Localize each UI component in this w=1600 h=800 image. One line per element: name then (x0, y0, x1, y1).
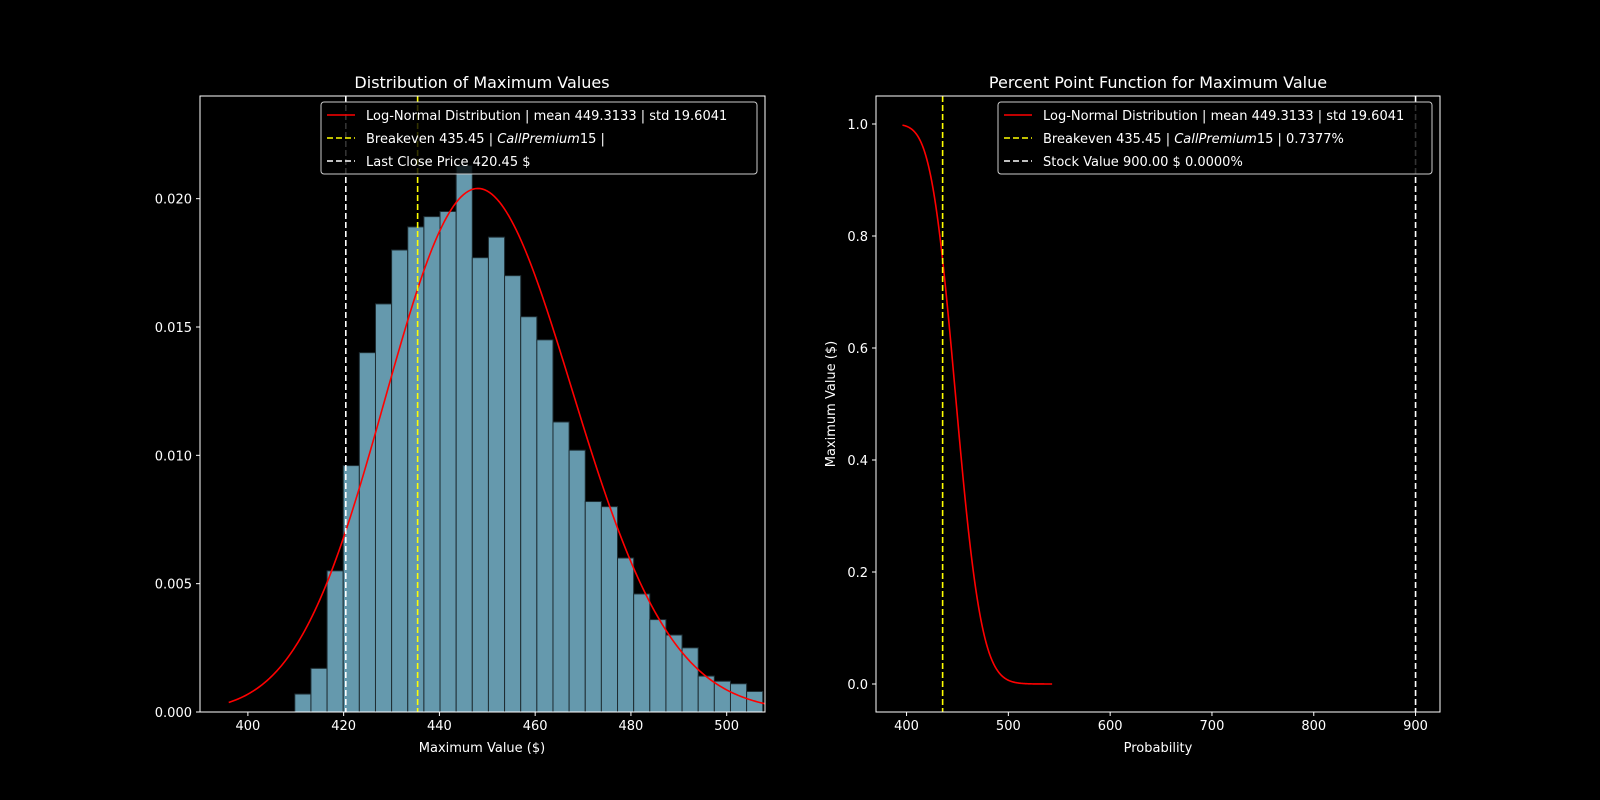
histogram-x-tick-label: 460 (523, 719, 548, 734)
ppf-x-ticks: 400 500 600 700 800 900 (894, 712, 1428, 734)
histogram-bar (520, 316, 538, 712)
histogram-bar (665, 634, 683, 712)
ppf-y-tick-label: 0.0 (847, 678, 868, 693)
histogram-bar (487, 236, 506, 712)
histogram-axes-frame (199, 95, 766, 713)
histogram-y-tick-label: 0.005 (155, 578, 192, 593)
ppf-lines (902, 96, 1417, 712)
histogram-x-tick-label: 440 (427, 719, 452, 734)
histogram-bar (326, 570, 344, 712)
ppf-legend-stock-value-label: Stock Value 900.00 $ 0.0000% (1043, 155, 1243, 170)
histogram-x-tick-label: 420 (331, 719, 356, 734)
histogram-bar (681, 647, 699, 712)
ppf-y-tick-label: 0.6 (847, 342, 868, 357)
histogram-bar (310, 667, 328, 712)
histogram-legend-box (320, 101, 758, 175)
histogram-legend-last-close-label: Last Close Price 420.45 $ (366, 155, 531, 170)
histogram-panel: 400 420 440 460 480 500 0.0000.0050.0100.0150… (155, 73, 766, 756)
ppf-legend: Log-Normal Distribution | mean 449.3133 … (997, 101, 1433, 175)
histogram-bar (600, 506, 619, 712)
ppf-legend-curve-label: Log-Normal Distribution | mean 449.3133 … (1043, 109, 1404, 124)
ppf-y-axis-label: Maximum Value ($) (824, 341, 839, 467)
ppf-x-tick-label: 800 (1301, 719, 1326, 734)
histogram-y-tick-label: 0.015 (155, 321, 192, 336)
histogram-x-tick-label: 400 (235, 719, 260, 734)
histogram-bar (471, 257, 489, 712)
histogram-bar (358, 352, 376, 712)
histogram-bar (568, 449, 586, 712)
histogram-x-tick-label: 500 (714, 719, 739, 734)
ppf-title: Percent Point Function for Maximum Value (989, 73, 1327, 92)
histogram-legend-pdf-label: Log-Normal Distribution | mean 449.3133 … (366, 109, 727, 124)
ppf-curve (902, 124, 1053, 685)
ppf-legend-box (997, 101, 1433, 175)
histogram-bar (423, 216, 441, 712)
ppf-y-tick-label: 0.8 (847, 230, 868, 245)
histogram-bar (391, 249, 409, 712)
ppf-legend-breakeven-label: Breakeven 435.45 | CallPremium15 | 0.737… (1043, 132, 1344, 147)
histogram-bar (633, 593, 651, 712)
ppf-y-tick-label: 0.2 (847, 566, 868, 581)
ppf-axes-frame (875, 95, 1441, 713)
histogram-bar (536, 339, 554, 712)
ppf-x-tick-label: 900 (1403, 719, 1428, 734)
histogram-x-ticks: 400 420 440 460 480 500 (235, 712, 739, 734)
histogram-x-tick-label: 480 (619, 719, 644, 734)
histogram-title: Distribution of Maximum Values (354, 73, 609, 92)
ppf-x-tick-label: 700 (1200, 719, 1225, 734)
histogram-bar (504, 275, 522, 712)
ppf-x-tick-label: 600 (1098, 719, 1123, 734)
histogram-pdf-curve (228, 187, 765, 705)
histogram-bar (552, 421, 570, 712)
histogram-y-tick-label: 0.010 (155, 449, 192, 464)
ppf-y-tick-label: 0.4 (847, 454, 868, 469)
histogram-y-ticks: 0.000 0.005 0.010 0.015 0.020 (155, 193, 200, 721)
histogram-bar (713, 680, 731, 712)
ppf-panel: 400 500 600 700 800 900 0.0 0.2 0.4 0.6 0.8 1.0 Pe… (824, 73, 1441, 756)
histogram-bar (649, 619, 667, 712)
histogram-bar (584, 501, 602, 712)
histogram-bar (407, 226, 425, 712)
histogram-legend: Log-Normal Distribution | mean 449.3133 … (320, 101, 758, 175)
ppf-y-tick-label: 1.0 (847, 118, 868, 133)
histogram-bar (617, 557, 635, 712)
ppf-x-tick-label: 400 (894, 719, 919, 734)
histogram-y-tick-label: 0.020 (155, 193, 192, 208)
histogram-legend-breakeven-label: Breakeven 435.45 | CallPremium15 | (366, 132, 605, 147)
histogram-bar (455, 164, 473, 712)
histogram-bar (439, 211, 457, 712)
ppf-x-tick-label: 500 (996, 719, 1021, 734)
ppf-x-axis-label: Probability (1124, 741, 1193, 756)
histogram-lines (228, 96, 765, 712)
histogram-bar (294, 693, 312, 712)
histogram-bar (374, 303, 393, 712)
ppf-y-ticks: 0.0 0.2 0.4 0.6 0.8 1.0 (847, 118, 876, 693)
histogram-y-tick-label: 0.000 (155, 706, 192, 721)
histogram-x-axis-label: Maximum Value ($) (419, 741, 545, 756)
